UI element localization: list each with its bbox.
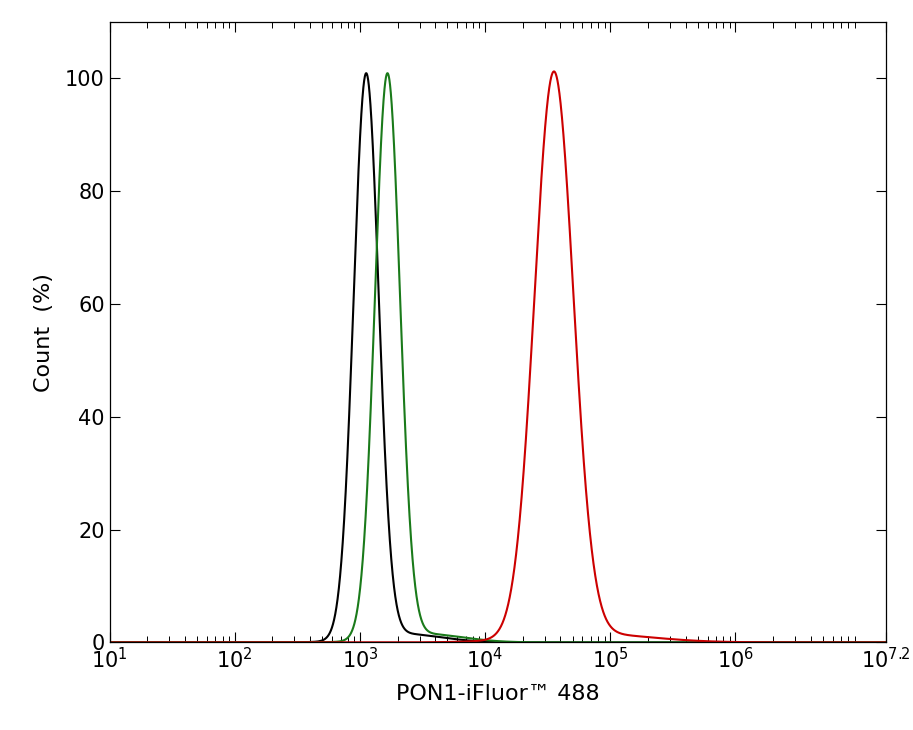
X-axis label: PON1-iFluor™ 488: PON1-iFluor™ 488 xyxy=(395,683,600,704)
Y-axis label: Count  (%): Count (%) xyxy=(34,273,54,391)
